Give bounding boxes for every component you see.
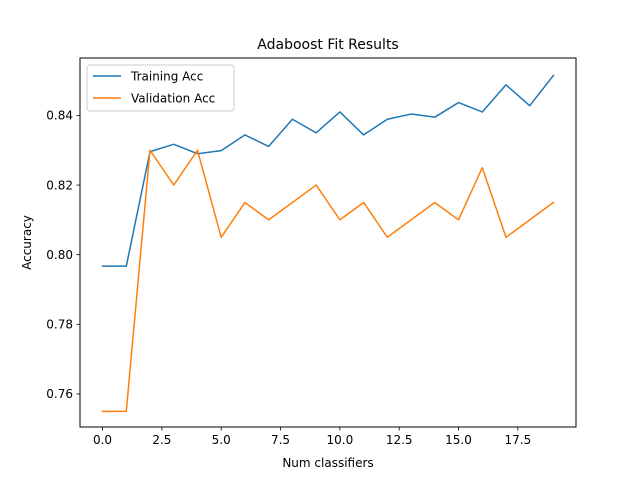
y-axis: 0.76 0.78 0.80 0.82 0.84 <box>46 109 80 401</box>
x-tick-label: 2.5 <box>152 433 171 447</box>
x-tick-label: 15.0 <box>445 433 472 447</box>
series-line-0 <box>101 74 555 267</box>
x-axis: 0.0 2.5 5.0 7.5 10.0 12.5 15.0 17.5 <box>93 427 531 447</box>
y-tick-label: 0.78 <box>46 318 73 332</box>
y-axis-label: Accuracy <box>20 215 34 270</box>
x-tick-label: 17.5 <box>504 433 531 447</box>
y-tick-label: 0.80 <box>46 248 73 262</box>
plot-area <box>101 74 555 413</box>
y-tick-label: 0.82 <box>46 178 73 192</box>
x-axis-label: Num classifiers <box>282 456 373 470</box>
legend: Training Acc Validation Acc <box>86 64 235 112</box>
legend-box <box>86 64 235 112</box>
x-tick-label: 0.0 <box>93 433 112 447</box>
y-tick-label: 0.84 <box>46 109 73 123</box>
chart-title: Adaboost Fit Results <box>257 37 398 53</box>
axes-frame <box>79 57 577 428</box>
legend-label: Training Acc <box>130 69 203 83</box>
x-tick-label: 10.0 <box>327 433 354 447</box>
x-tick-label: 7.5 <box>271 433 290 447</box>
x-tick-label: 5.0 <box>212 433 231 447</box>
y-tick-label: 0.76 <box>46 387 73 401</box>
x-tick-label: 12.5 <box>386 433 413 447</box>
legend-label: Validation Acc <box>131 91 215 105</box>
series-line-1 <box>101 149 555 413</box>
